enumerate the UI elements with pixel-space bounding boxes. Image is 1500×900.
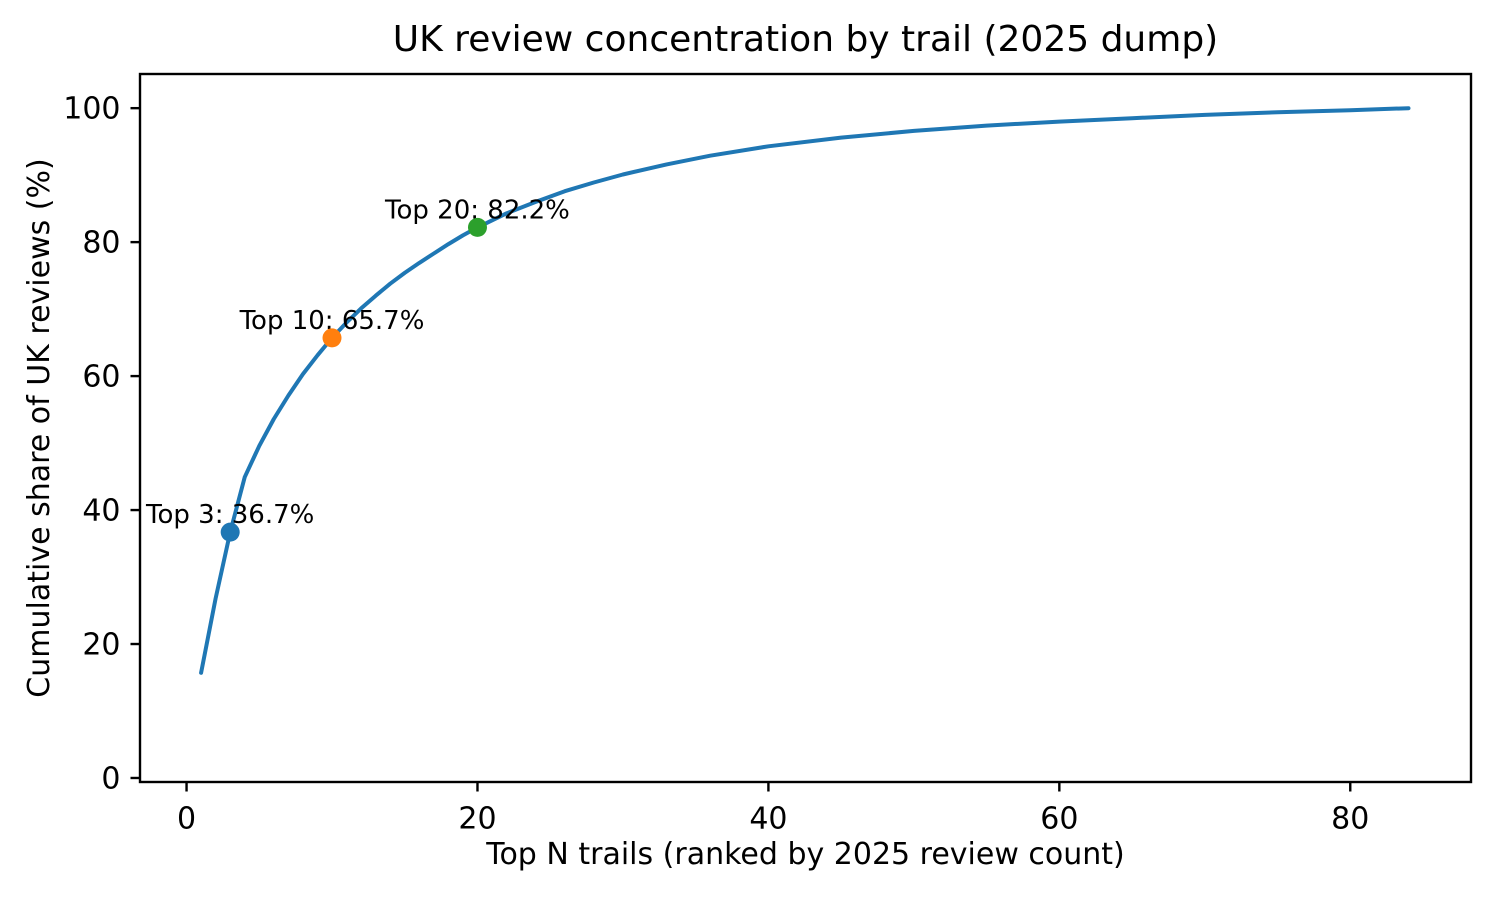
x-tick-label: 40 xyxy=(749,802,787,837)
x-tick-label: 0 xyxy=(177,802,196,837)
annotation-marker xyxy=(322,328,342,348)
chart-title: UK review concentration by trail (2025 d… xyxy=(392,19,1219,60)
annotation-marker xyxy=(467,217,487,237)
x-tick-label: 80 xyxy=(1331,802,1369,837)
y-tick-label: 0 xyxy=(101,761,120,796)
y-tick-label: 80 xyxy=(82,226,120,261)
y-tick-label: 60 xyxy=(82,360,120,395)
y-tick-label: 20 xyxy=(82,628,120,663)
y-tick-label: 40 xyxy=(82,494,120,529)
y-axis-label: Cumulative share of UK reviews (%) xyxy=(22,158,57,698)
cumulative-share-line xyxy=(199,106,1411,675)
annotation-marker xyxy=(220,522,240,542)
x-axis-label: Top N trails (ranked by 2025 review coun… xyxy=(486,837,1125,872)
x-tick-label: 60 xyxy=(1040,802,1078,837)
x-tick-label: 20 xyxy=(458,802,496,837)
y-tick-label: 100 xyxy=(63,92,120,127)
axes-frame xyxy=(138,72,1473,784)
